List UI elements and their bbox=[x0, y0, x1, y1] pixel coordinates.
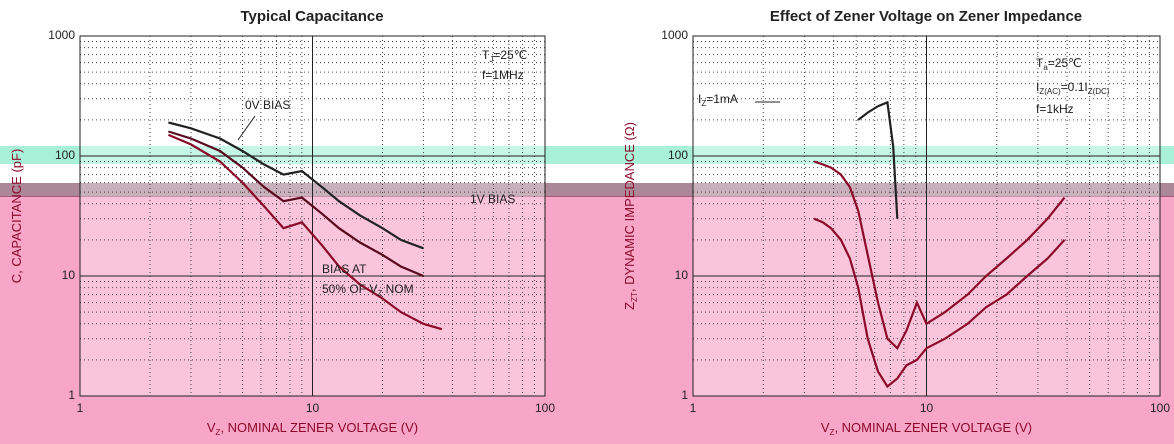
subscript: Z bbox=[701, 99, 706, 108]
text-run: =0.1I bbox=[1061, 80, 1088, 94]
text-run: =25℃ bbox=[493, 48, 527, 62]
y-tick-label: 1 bbox=[68, 388, 75, 402]
chart-title: Typical Capacitance bbox=[240, 8, 383, 25]
text-run: 0V BIAS bbox=[245, 98, 290, 112]
annotation: f=1MHz bbox=[482, 68, 524, 82]
text-run: , DYNAMIC IMPEDANCE (Ω) bbox=[622, 122, 637, 292]
annotation: TJ=25℃ bbox=[482, 48, 527, 64]
text-run: I bbox=[1036, 80, 1039, 94]
x-axis-label: VZ, NOMINAL ZENER VOLTAGE (V) bbox=[207, 420, 418, 437]
subscript: Z bbox=[377, 289, 382, 298]
text-run: f=1kHz bbox=[1036, 102, 1074, 116]
y-tick-label: 100 bbox=[55, 148, 75, 162]
text-run: V bbox=[821, 420, 830, 435]
annotation: 1V BIAS bbox=[470, 192, 515, 206]
series-line bbox=[813, 160, 1066, 351]
subscript: Z(AC) bbox=[1039, 87, 1061, 96]
annotation: Ta=25℃ bbox=[1036, 56, 1082, 72]
annotation: IZ=1mA bbox=[698, 92, 738, 108]
subscript: Z(DC) bbox=[1088, 87, 1110, 96]
subscript: a bbox=[1043, 63, 1048, 72]
annotation: 0V BIAS bbox=[245, 98, 290, 112]
subscript: ZT bbox=[630, 292, 639, 302]
subscript: Z bbox=[216, 428, 221, 437]
x-tick-label: 1 bbox=[690, 401, 697, 415]
series-line bbox=[167, 133, 443, 331]
subscript: J bbox=[489, 55, 493, 64]
chart: Effect of Zener Voltage on Zener Impedan… bbox=[622, 8, 1170, 437]
x-tick-label: 100 bbox=[535, 401, 555, 415]
glitch-band bbox=[0, 183, 1174, 197]
y-tick-label: 10 bbox=[675, 268, 689, 282]
text-run: , NOMINAL ZENER VOLTAGE (V) bbox=[834, 420, 1032, 435]
annotation: f=1kHz bbox=[1036, 102, 1074, 116]
x-tick-label: 10 bbox=[306, 401, 320, 415]
text-run: =25℃ bbox=[1048, 56, 1082, 70]
annotation: 50% OF VZ NOM bbox=[322, 282, 414, 298]
subscript: Z bbox=[830, 428, 835, 437]
series-line bbox=[857, 100, 899, 219]
series-line bbox=[168, 121, 424, 250]
text-run: I bbox=[698, 92, 701, 106]
text-run: C, CAPACITANCE (pF) bbox=[9, 149, 24, 284]
text-run: 1V BIAS bbox=[470, 192, 515, 206]
text-run: V bbox=[207, 420, 216, 435]
text-run: 50% OF V bbox=[322, 282, 377, 296]
x-axis-label: VZ, NOMINAL ZENER VOLTAGE (V) bbox=[821, 420, 1032, 437]
x-tick-label: 100 bbox=[1150, 401, 1170, 415]
y-tick-label: 1000 bbox=[48, 28, 75, 42]
x-tick-label: 10 bbox=[920, 401, 934, 415]
y-tick-label: 100 bbox=[668, 148, 688, 162]
y-tick-label: 1 bbox=[681, 388, 688, 402]
annotation: BIAS AT bbox=[322, 262, 367, 276]
text-run: BIAS AT bbox=[322, 262, 367, 276]
text-run: =1mA bbox=[706, 92, 738, 106]
y-tick-label: 10 bbox=[62, 268, 76, 282]
text-run: T bbox=[1036, 56, 1044, 70]
glitch-band bbox=[0, 196, 1174, 444]
y-axis-label: C, CAPACITANCE (pF) bbox=[9, 149, 24, 284]
series-line bbox=[813, 217, 1066, 389]
leader-line bbox=[237, 115, 256, 141]
series-line bbox=[168, 130, 424, 278]
chart-title: Effect of Zener Voltage on Zener Impedan… bbox=[770, 8, 1082, 25]
annotation: IZ(AC)=0.1IZ(DC) bbox=[1036, 80, 1110, 96]
text-run: , NOMINAL ZENER VOLTAGE (V) bbox=[220, 420, 418, 435]
y-tick-label: 1000 bbox=[661, 28, 688, 42]
y-axis-label: ZZT, DYNAMIC IMPEDANCE (Ω) bbox=[622, 122, 639, 310]
text-run: f=1MHz bbox=[482, 68, 524, 82]
text-run: Z bbox=[622, 302, 637, 310]
x-tick-label: 1 bbox=[77, 401, 84, 415]
text-run: T bbox=[482, 48, 490, 62]
text-run: NOM bbox=[382, 282, 413, 296]
glitch-band bbox=[0, 146, 1174, 164]
